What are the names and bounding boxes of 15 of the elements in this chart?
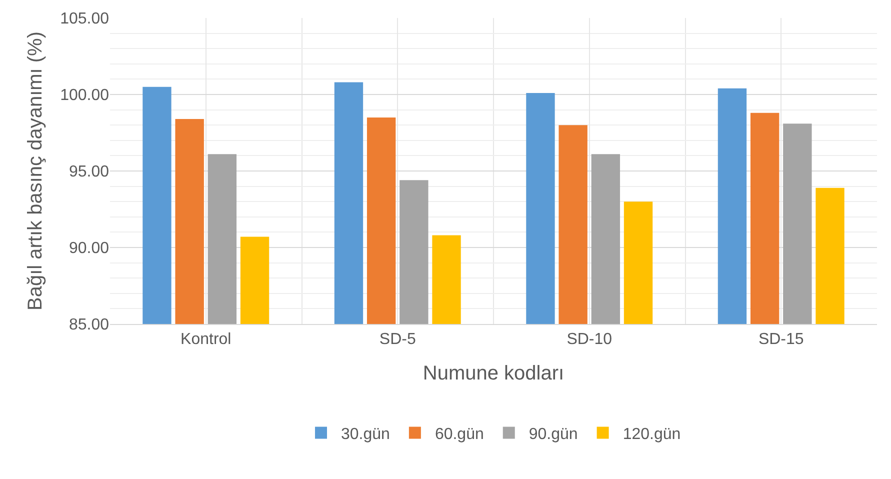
x-tick-label: Kontrol — [180, 331, 232, 348]
y-tick-label: 85.00 — [68, 316, 110, 334]
legend-label: 120.gün — [622, 426, 681, 443]
x-tick-label: SD-15 — [758, 331, 804, 348]
y-tick-label: 90.00 — [68, 240, 110, 258]
x-tick-label: SD-5 — [379, 331, 416, 348]
x-axis-title: Numune kodları — [422, 362, 564, 385]
legend-label: 30.gün — [341, 426, 390, 443]
y-tick-label: 100.00 — [60, 87, 110, 104]
y-tick-label: 105.00 — [60, 10, 110, 28]
x-tick-label: SD-10 — [566, 331, 612, 348]
legend-label: 60.gün — [434, 426, 484, 443]
y-tick-label: 95.00 — [68, 164, 110, 181]
legend-label: 90.gün — [528, 426, 578, 443]
y-axis-title: Bağıl artık basınç dayanımı (%) — [24, 31, 47, 311]
